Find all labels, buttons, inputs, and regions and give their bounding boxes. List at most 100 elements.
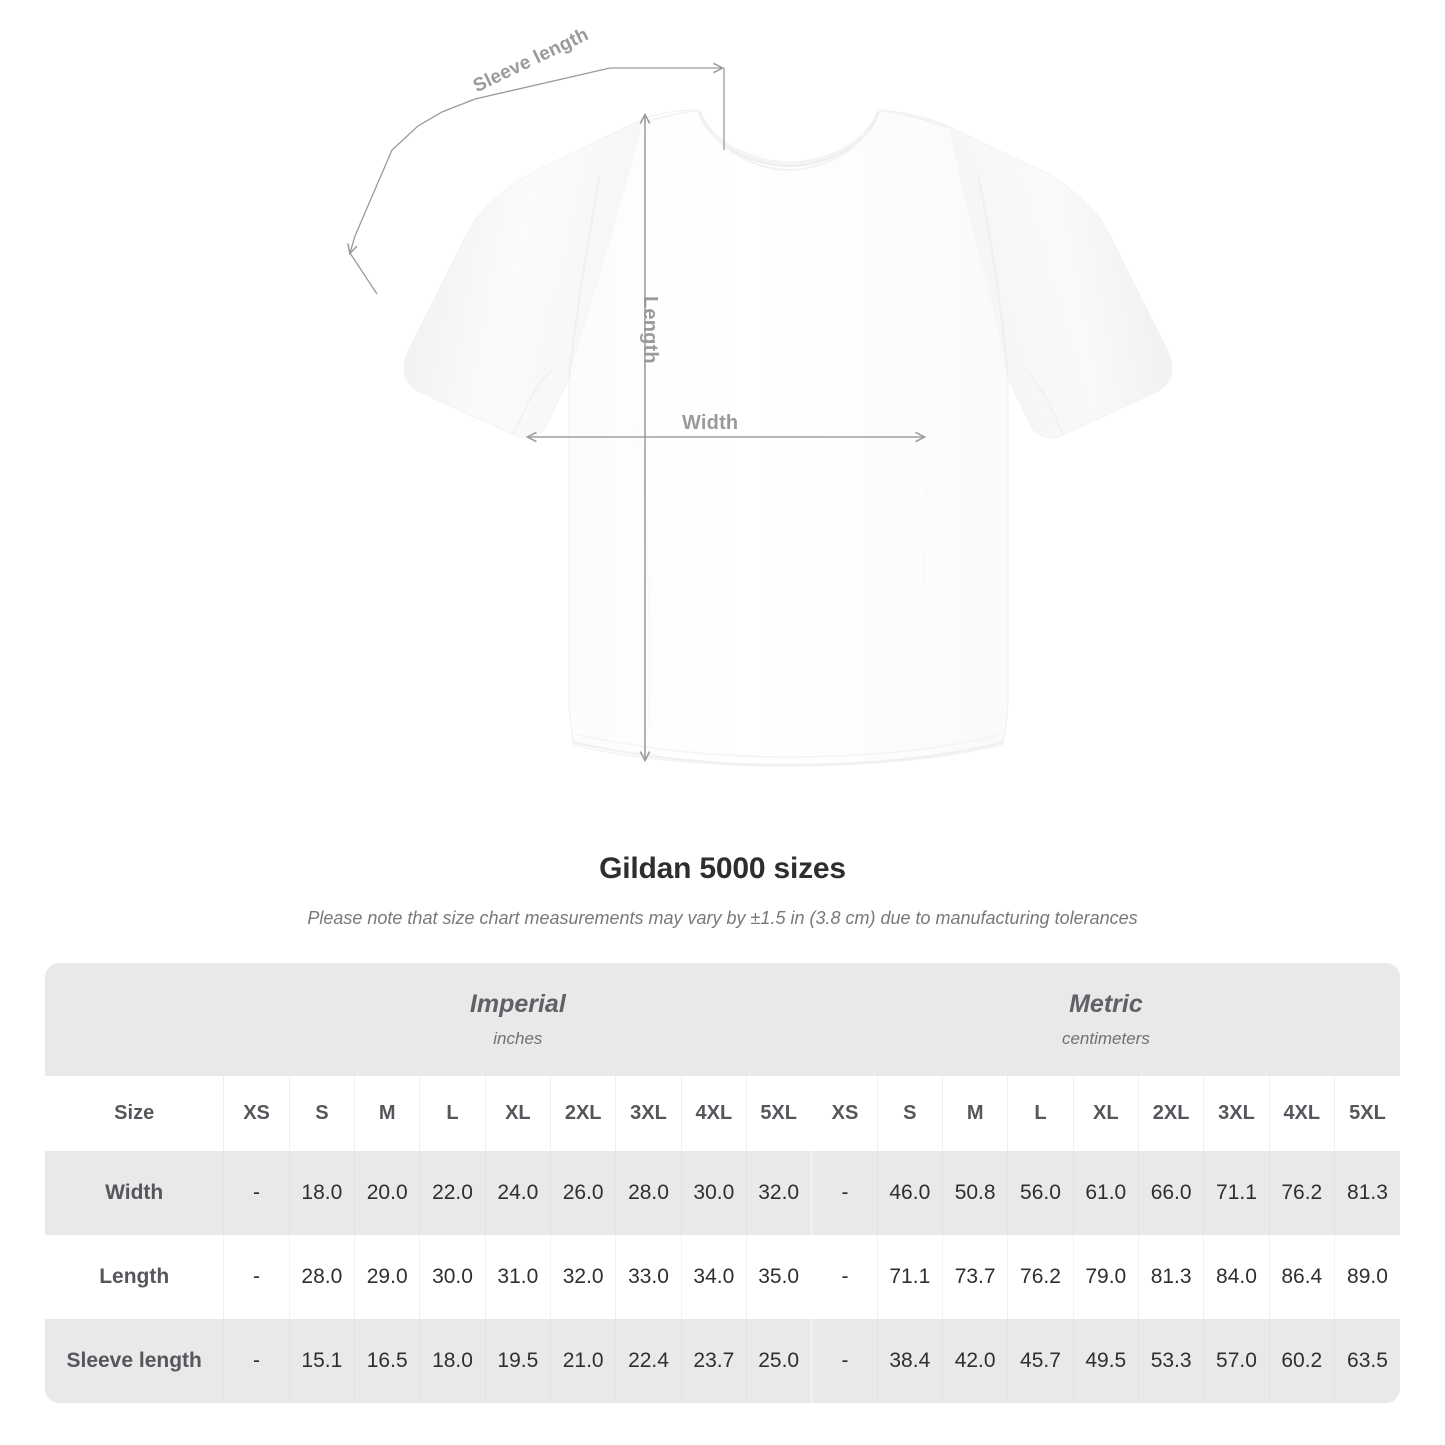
sleeve-end-tick (349, 252, 378, 295)
cell-width-imperial-s: 18.0 (289, 1151, 356, 1235)
cell-length-metric-m: 73.7 (942, 1235, 1009, 1319)
cell-length-imperial-s: 28.0 (289, 1235, 356, 1319)
cell-width-metric-2xl: 66.0 (1138, 1151, 1205, 1235)
table-row: Width -18.0 20.0 22.0 24.0 26.0 28.0 30.0 32.0-4… (45, 1151, 1400, 1235)
size-chart-table: Imperial inches Metric centimeters Size XS S M L… (45, 963, 1400, 1403)
row-header-length: Length (45, 1235, 225, 1319)
row-header-sleeve-length: Sleeve length (45, 1319, 225, 1403)
column-header-metric-5xl: 5XL (1334, 1076, 1400, 1151)
cell-sleeve-length-imperial-5xl: 25.0 (746, 1319, 813, 1403)
cell-sleeve-length-metric-4xl: 60.2 (1269, 1319, 1335, 1403)
unit-name: Imperial (469, 989, 566, 1018)
column-header-imperial-xs: XS (223, 1076, 290, 1151)
column-header-metric-3xl: 3XL (1203, 1076, 1270, 1151)
column-header-metric-4xl: 4XL (1269, 1076, 1335, 1151)
cell-sleeve-length-metric-xs: - (810, 1319, 878, 1403)
cell-length-imperial-m: 29.0 (354, 1235, 421, 1319)
tshirt-illustration (0, 0, 1173, 767)
cell-sleeve-length-imperial-3xl: 22.4 (615, 1319, 682, 1403)
size-chart-table-wrap: Imperial inches Metric centimeters Size XS S M L… (45, 963, 1400, 1403)
cell-width-imperial-5xl: 32.0 (746, 1151, 813, 1235)
column-header-metric-m: M (942, 1076, 1009, 1151)
tshirt-shape (403, 109, 1173, 767)
cell-length-metric-3xl: 84.0 (1203, 1235, 1270, 1319)
cell-length-metric-l: 76.2 (1007, 1235, 1074, 1319)
column-header-imperial-xl: XL (485, 1076, 552, 1151)
unit-banner-spacer (45, 963, 224, 1076)
cell-width-imperial-xl: 24.0 (485, 1151, 552, 1235)
cell-length-imperial-xl: 31.0 (485, 1235, 552, 1319)
cell-width-metric-s: 46.0 (877, 1151, 943, 1235)
table-row: Sleeve length -15.1 16.5 18.0 19.5 21.0 22.4 23… (45, 1319, 1400, 1403)
measurement-guides (350, 68, 924, 760)
unit-banner-row: Imperial inches Metric centimeters (45, 963, 1400, 1076)
cell-sleeve-length-imperial-4xl: 23.7 (681, 1319, 748, 1403)
cell-sleeve-length-imperial-m: 16.5 (354, 1319, 421, 1403)
cell-width-metric-xl: 61.0 (1073, 1151, 1139, 1235)
column-header-imperial-5xl: 5XL (746, 1076, 813, 1151)
cell-length-metric-5xl: 89.0 (1334, 1235, 1400, 1319)
tolerance-note: Please note that size chart measurements… (307, 908, 1138, 928)
column-header-imperial-3xl: 3XL (615, 1076, 682, 1151)
row-header-width: Width (45, 1151, 225, 1235)
cell-width-metric-l: 56.0 (1007, 1151, 1074, 1235)
column-header-metric-2xl: 2XL (1138, 1076, 1205, 1151)
column-header-metric-l: L (1007, 1076, 1074, 1151)
sleeve-diagonal-arrow (350, 67, 611, 253)
length-label: Length (639, 296, 661, 364)
cell-width-imperial-4xl: 30.0 (681, 1151, 748, 1235)
column-header-size: Size (45, 1076, 225, 1151)
unit-name: Metric (1069, 989, 1143, 1018)
cell-sleeve-length-imperial-xs: - (223, 1319, 290, 1403)
cell-sleeve-length-metric-m: 42.0 (942, 1319, 1009, 1403)
column-header-metric-xs: XS (810, 1076, 878, 1151)
column-header-imperial-2xl: 2XL (550, 1076, 617, 1151)
cell-length-metric-2xl: 81.3 (1138, 1235, 1205, 1319)
cell-sleeve-length-metric-3xl: 57.0 (1203, 1319, 1270, 1403)
cell-width-metric-m: 50.8 (942, 1151, 1009, 1235)
cell-width-imperial-xs: - (223, 1151, 290, 1235)
cell-sleeve-length-imperial-2xl: 21.0 (550, 1319, 617, 1403)
cell-width-metric-5xl: 81.3 (1334, 1151, 1400, 1235)
cell-width-metric-xs: - (810, 1151, 878, 1235)
cell-sleeve-length-imperial-l: 18.0 (419, 1319, 486, 1403)
cell-sleeve-length-metric-2xl: 53.3 (1138, 1319, 1205, 1403)
cell-length-metric-xl: 79.0 (1073, 1235, 1139, 1319)
cell-length-imperial-3xl: 33.0 (615, 1235, 682, 1319)
cell-length-metric-s: 71.1 (877, 1235, 943, 1319)
cell-width-metric-4xl: 76.2 (1269, 1151, 1335, 1235)
unit-banner-imperial: Imperial inches (223, 963, 812, 1076)
unit-banner-metric: Metric centimeters (811, 963, 1400, 1076)
unit-subtitle: centimeters (1061, 1029, 1150, 1049)
cell-length-imperial-5xl: 35.0 (746, 1235, 813, 1319)
cell-width-imperial-2xl: 26.0 (550, 1151, 617, 1235)
cell-length-metric-xs: - (810, 1235, 878, 1319)
cell-sleeve-length-metric-s: 38.4 (877, 1319, 943, 1403)
cell-length-imperial-l: 30.0 (419, 1235, 486, 1319)
column-header-imperial-s: S (289, 1076, 356, 1151)
cell-width-imperial-m: 20.0 (354, 1151, 421, 1235)
cell-width-imperial-3xl: 28.0 (615, 1151, 682, 1235)
cell-sleeve-length-metric-5xl: 63.5 (1334, 1319, 1400, 1403)
cell-sleeve-length-imperial-s: 15.1 (289, 1319, 356, 1403)
column-header-imperial-4xl: 4XL (681, 1076, 748, 1151)
column-header-metric-s: S (877, 1076, 943, 1151)
cell-length-imperial-2xl: 32.0 (550, 1235, 617, 1319)
cell-length-metric-4xl: 86.4 (1269, 1235, 1335, 1319)
cell-width-imperial-l: 22.0 (419, 1151, 486, 1235)
cell-sleeve-length-imperial-xl: 19.5 (485, 1319, 552, 1403)
table-row: Length -28.0 29.0 30.0 31.0 32.0 33.0 34.0 35.0-… (45, 1235, 1400, 1319)
cell-sleeve-length-metric-xl: 49.5 (1073, 1319, 1139, 1403)
column-header-imperial-l: L (419, 1076, 486, 1151)
cell-width-metric-3xl: 71.1 (1203, 1151, 1270, 1235)
cell-sleeve-length-metric-l: 45.7 (1007, 1319, 1074, 1403)
column-header-imperial-m: M (354, 1076, 421, 1151)
unit-subtitle: inches (493, 1029, 543, 1049)
title-block: Gildan 5000 sizes Please note that size … (0, 830, 1445, 929)
width-label: Width (682, 412, 739, 434)
cell-length-imperial-xs: - (223, 1235, 290, 1319)
page-title: Gildan 5000 sizes (599, 852, 846, 885)
tshirt-diagram: Sleeve length Length Width (0, 0, 1173, 767)
cell-length-imperial-4xl: 34.0 (681, 1235, 748, 1319)
column-header-metric-xl: XL (1073, 1076, 1139, 1151)
